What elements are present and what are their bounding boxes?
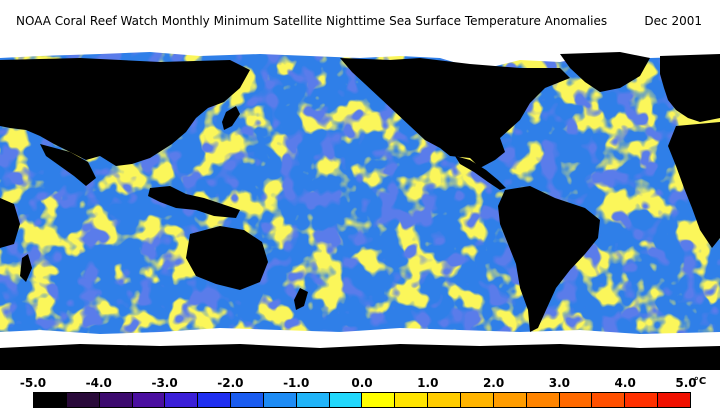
colorbar-swatch <box>296 393 330 407</box>
colorbar-tick-label: -3.0 <box>151 376 178 390</box>
colorbar <box>33 392 691 408</box>
greenland <box>560 52 650 92</box>
colorbar-swatch <box>329 393 363 407</box>
south-america <box>498 186 600 332</box>
colorbar-unit: °C <box>693 376 707 387</box>
colorbar-swatch <box>66 393 100 407</box>
north-america <box>340 58 570 168</box>
colorbar-swatch <box>592 393 626 407</box>
japan <box>222 106 240 130</box>
arctic-ice <box>0 48 720 70</box>
colorbar-swatch <box>428 393 461 407</box>
new-zealand <box>294 288 308 310</box>
africa <box>668 122 720 248</box>
colorbar-tick-label: 1.0 <box>417 376 439 390</box>
colorbar-swatch <box>99 393 133 407</box>
colorbar-tick-label: 4.0 <box>614 376 636 390</box>
colorbar-swatch <box>493 393 527 407</box>
africa-east-edge <box>0 198 20 248</box>
colorbar-tick-label: -2.0 <box>217 376 244 390</box>
sst-anomaly-map <box>0 48 720 370</box>
colorbar-swatch <box>231 393 264 407</box>
colorbar-swatch <box>165 393 199 407</box>
colorbar-tick-label: -1.0 <box>283 376 310 390</box>
colorbar-swatch <box>658 393 690 407</box>
madagascar <box>20 254 32 282</box>
colorbar-swatch <box>362 393 396 407</box>
maritime-southeast-asia <box>148 186 240 218</box>
colorbar-tick-label: 2.0 <box>482 376 505 390</box>
antarctica <box>0 344 720 370</box>
australia <box>186 226 268 290</box>
colorbar-tick-label: 3.0 <box>548 376 571 390</box>
colorbar-swatch <box>460 393 494 407</box>
colorbar-swatch <box>34 393 67 407</box>
colorbar-swatch <box>559 393 593 407</box>
colorbar-tick-label: -4.0 <box>85 376 112 390</box>
colorbar-swatch <box>395 393 429 407</box>
europe <box>660 54 720 122</box>
central-america <box>455 156 506 190</box>
world-map-svg <box>0 48 720 370</box>
colorbar-tick-label: 5.0 <box>675 376 697 390</box>
colorbar-swatch <box>625 393 659 407</box>
colorbar-tick-label: 0.0 <box>351 376 373 390</box>
colorbar-swatch <box>132 393 166 407</box>
colorbar-swatch <box>526 393 560 407</box>
colorbar-swatch <box>198 393 232 407</box>
colorbar-labels: -5.0 -4.0 -3.0 -2.0 -1.0 0.0 1.0 2.0 3.0… <box>0 376 720 392</box>
colorbar-tick-label: -5.0 <box>19 376 47 390</box>
colorbar-swatch <box>263 393 297 407</box>
indian-subcontinent <box>40 144 96 186</box>
map-title: NOAA Coral Reef Watch Monthly Minimum Sa… <box>16 14 608 28</box>
map-title-bar: NOAA Coral Reef Watch Monthly Minimum Sa… <box>0 12 720 30</box>
asia <box>0 58 250 166</box>
map-date: Dec 2001 <box>644 14 702 28</box>
